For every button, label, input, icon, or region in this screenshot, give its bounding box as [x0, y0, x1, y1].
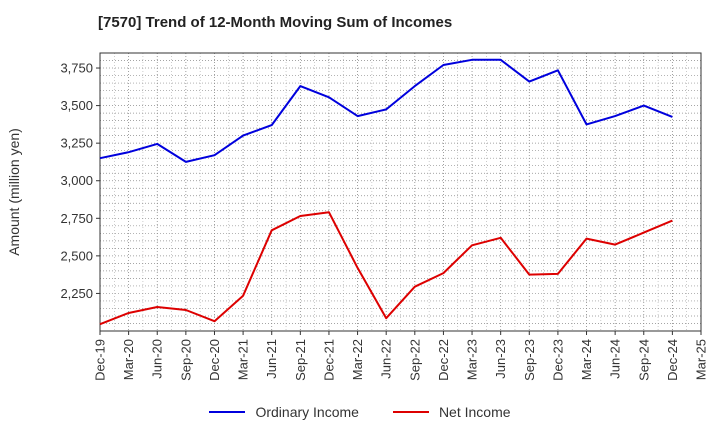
x-tick-label: Jun-24 [608, 339, 623, 379]
y-tick-label: 3,750 [60, 61, 93, 76]
x-tick-label: Mar-20 [121, 339, 136, 380]
x-tick-label: Dec-22 [436, 339, 451, 381]
legend-label-net-income: Net Income [439, 404, 511, 420]
y-tick-label: 2,750 [60, 211, 93, 226]
x-tick-label: Mar-21 [236, 339, 251, 380]
x-tick-label: Mar-25 [694, 339, 709, 380]
x-tick-label: Sep-24 [636, 339, 651, 381]
legend-swatch-ordinary-income [209, 411, 245, 413]
legend-item-ordinary-income: Ordinary Income [209, 404, 358, 420]
x-tick-label: Mar-23 [465, 339, 480, 380]
x-tick-label: Dec-23 [550, 339, 565, 381]
y-tick-label: 2,500 [60, 248, 93, 263]
y-axis-title: Amount (million yen) [6, 128, 22, 256]
x-tick-label: Mar-22 [350, 339, 365, 380]
x-tick-label: Sep-23 [522, 339, 537, 381]
x-tick-label: Sep-21 [293, 339, 308, 381]
y-tick-label: 3,000 [60, 173, 93, 188]
x-tick-label: Dec-21 [321, 339, 336, 381]
y-tick-label: 3,500 [60, 98, 93, 113]
y-tick-label: 2,250 [60, 286, 93, 301]
x-tick-label: Jun-21 [264, 339, 279, 379]
chart-legend: Ordinary Income Net Income [0, 404, 720, 420]
line-chart: 2,250 2,500 2,750 3,000 3,250 3,500 3,750 Dec-1… [0, 0, 720, 440]
legend-swatch-net-income [393, 411, 429, 413]
series-line-net-income [100, 212, 672, 324]
x-tick-label: Sep-20 [178, 339, 193, 381]
x-tick-label: Mar-24 [579, 339, 594, 380]
x-tick-label: Dec-20 [207, 339, 222, 381]
x-tick-label: Dec-24 [665, 339, 680, 381]
x-tick-label: Sep-22 [407, 339, 422, 381]
x-tick-label: Jun-20 [150, 339, 165, 379]
legend-label-ordinary-income: Ordinary Income [255, 404, 358, 420]
legend-item-net-income: Net Income [393, 404, 511, 420]
x-tick-label: Jun-22 [379, 339, 394, 379]
x-tick-label: Dec-19 [93, 339, 108, 381]
x-tick-label: Jun-23 [493, 339, 508, 379]
y-tick-label: 3,250 [60, 136, 93, 151]
